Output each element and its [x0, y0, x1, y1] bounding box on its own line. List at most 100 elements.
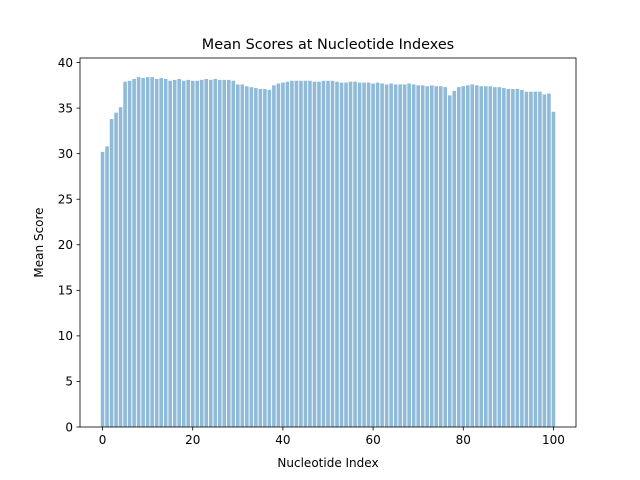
bar-58 — [362, 82, 366, 427]
bar-95 — [529, 91, 533, 427]
bar-94 — [524, 91, 529, 427]
bar-79 — [456, 87, 461, 428]
bar-93 — [520, 89, 524, 427]
bar-17 — [177, 78, 182, 427]
bar-90 — [506, 88, 511, 427]
bar-57 — [357, 82, 362, 427]
bar-91 — [511, 88, 515, 427]
bar-29 — [231, 80, 236, 428]
bar-87 — [493, 87, 497, 428]
bar-25 — [213, 78, 218, 427]
bar-47 — [312, 81, 317, 427]
bar-52 — [335, 81, 339, 427]
bar-1 — [105, 146, 109, 427]
bar-9 — [141, 78, 145, 428]
bar-97 — [538, 91, 542, 427]
bar-42 — [290, 80, 294, 428]
bar-2 — [109, 119, 114, 428]
bar-24 — [208, 79, 213, 427]
y-tick-label: 25 — [58, 193, 73, 207]
bar-50 — [326, 80, 330, 428]
bar-46 — [308, 80, 312, 428]
bar-49 — [321, 80, 326, 428]
y-axis-ticks: 0 5 10 15 20 25 30 35 40 — [58, 56, 80, 434]
bar-19 — [186, 79, 191, 427]
bar-21 — [195, 80, 200, 428]
bar-85 — [484, 86, 488, 427]
bar-72 — [425, 86, 430, 427]
bar-15 — [168, 80, 172, 428]
bar-84 — [479, 86, 484, 427]
plot-frame — [79, 57, 577, 428]
x-tick-label: 80 — [456, 433, 471, 447]
y-tick-label: 20 — [58, 238, 73, 252]
bar-34 — [254, 88, 258, 428]
bar-96 — [533, 91, 538, 427]
x-tick-label: 40 — [275, 433, 290, 447]
y-axis-label: Mean Score — [32, 207, 46, 277]
bar-14 — [163, 78, 168, 427]
bar-92 — [515, 88, 520, 427]
x-tick-label: 60 — [365, 433, 380, 447]
bar-88 — [497, 87, 502, 428]
bar-71 — [420, 85, 425, 427]
x-tick-label: 0 — [99, 433, 107, 447]
bar-59 — [366, 82, 371, 427]
bar-89 — [502, 88, 506, 428]
bar-82 — [470, 84, 475, 427]
bar-18 — [181, 80, 186, 428]
bar-61 — [375, 82, 380, 427]
bar-41 — [285, 81, 290, 427]
bar-73 — [429, 85, 434, 427]
bars-group — [100, 77, 556, 428]
bar-63 — [384, 84, 389, 427]
x-axis-ticks: 0 20 40 60 80 100 — [99, 427, 565, 447]
bar-77 — [447, 95, 452, 427]
bar-30 — [236, 84, 240, 427]
bar-70 — [416, 85, 420, 427]
bar-51 — [330, 80, 335, 428]
bar-86 — [488, 86, 493, 427]
bar-7 — [132, 78, 136, 427]
bar-54 — [344, 82, 348, 427]
bar-13 — [159, 78, 163, 428]
bar-36 — [263, 88, 267, 427]
y-tick-label: 40 — [58, 56, 73, 70]
bar-43 — [294, 80, 299, 428]
bar-56 — [353, 81, 357, 427]
bar-31 — [240, 84, 245, 427]
bar-60 — [371, 83, 375, 427]
bar-98 — [542, 94, 547, 427]
bar-40 — [281, 82, 285, 427]
y-tick-label: 5 — [65, 375, 73, 389]
y-tick-label: 35 — [58, 101, 73, 115]
bar-78 — [452, 90, 457, 428]
bar-69 — [411, 84, 416, 427]
bar-32 — [245, 86, 249, 427]
bar-75 — [438, 86, 443, 427]
bar-33 — [249, 87, 254, 428]
bar-53 — [339, 82, 344, 427]
bar-4 — [118, 107, 123, 427]
bar-35 — [258, 88, 263, 427]
y-tick-label: 10 — [58, 329, 73, 343]
bar-39 — [276, 83, 281, 427]
bar-45 — [303, 80, 308, 428]
bar-48 — [317, 81, 321, 427]
bar-99 — [547, 93, 551, 428]
bar-55 — [348, 81, 353, 427]
bar-3 — [114, 112, 118, 428]
bar-20 — [190, 80, 195, 428]
bar-44 — [299, 80, 303, 428]
bar-16 — [172, 79, 177, 427]
bar-81 — [465, 85, 470, 427]
bar-83 — [474, 85, 479, 427]
bar-10 — [145, 77, 150, 427]
bar-62 — [380, 83, 384, 427]
y-tick-label: 15 — [58, 284, 73, 298]
bar-8 — [136, 77, 141, 427]
bar-80 — [461, 86, 466, 427]
bar-66 — [398, 84, 402, 427]
